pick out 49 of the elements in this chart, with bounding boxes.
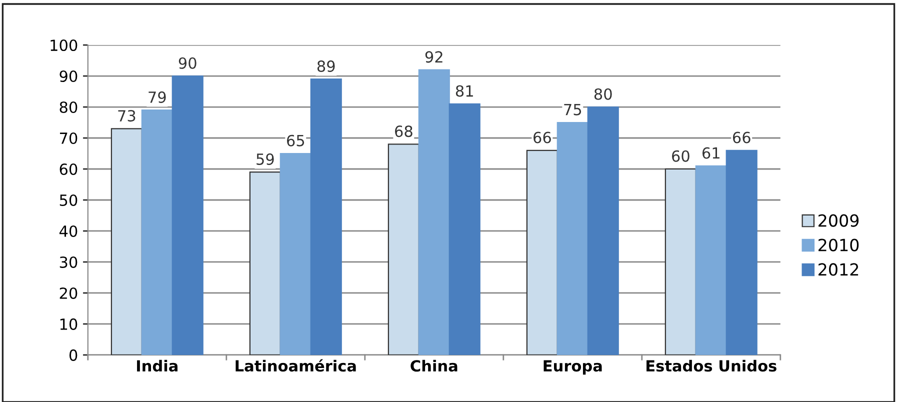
bar <box>664 168 696 355</box>
bar <box>695 165 727 355</box>
bar <box>556 122 588 355</box>
data-label: 81 <box>456 85 473 97</box>
data-label: 90 <box>178 57 196 69</box>
y-tick-label: 10 <box>60 318 78 330</box>
bar <box>418 69 450 355</box>
y-tick-label: 80 <box>60 101 78 114</box>
y-tick-label: 40 <box>59 225 78 238</box>
bar <box>141 110 173 355</box>
y-tick-label: 70 <box>60 132 78 144</box>
legend-label: 2010 <box>818 238 859 252</box>
data-label: 65 <box>287 134 304 146</box>
bar <box>448 103 480 355</box>
data-label: 73 <box>118 110 136 122</box>
y-tick-label: 60 <box>60 163 78 176</box>
legend-label: 2009 <box>818 214 859 227</box>
bar <box>172 75 204 355</box>
legend-label: 2012 <box>818 263 858 276</box>
bar <box>726 150 758 355</box>
bar <box>310 78 342 355</box>
bar <box>110 128 142 355</box>
bar <box>280 152 312 355</box>
data-label: 79 <box>148 91 166 103</box>
y-tick-label: 30 <box>60 256 78 268</box>
data-label: 60 <box>672 150 690 162</box>
data-label: 75 <box>564 104 582 116</box>
x-tick-label: China <box>410 360 458 372</box>
data-label: 92 <box>425 51 442 63</box>
y-tick-label: 50 <box>60 194 78 206</box>
data-label: 66 <box>732 132 750 144</box>
data-label: 61 <box>702 147 720 159</box>
bar <box>388 144 420 355</box>
data-label: 66 <box>534 132 551 144</box>
x-tick-label: Latinoamérica <box>236 359 356 372</box>
y-tick-label: 20 <box>60 287 78 299</box>
bar <box>249 172 281 355</box>
data-label: 80 <box>594 88 612 100</box>
x-tick-label: Europa <box>544 360 602 375</box>
bar <box>526 150 558 355</box>
bar <box>587 106 619 355</box>
x-tick-label: Estados Unidos <box>646 360 776 372</box>
data-label: 59 <box>256 153 274 165</box>
y-tick-label: 0 <box>69 349 78 361</box>
y-tick-label: 90 <box>60 70 78 82</box>
y-tick-label: 100 <box>50 39 78 52</box>
data-label: 89 <box>317 60 335 72</box>
x-tick-label: India <box>137 360 178 372</box>
data-label: 68 <box>395 126 412 138</box>
